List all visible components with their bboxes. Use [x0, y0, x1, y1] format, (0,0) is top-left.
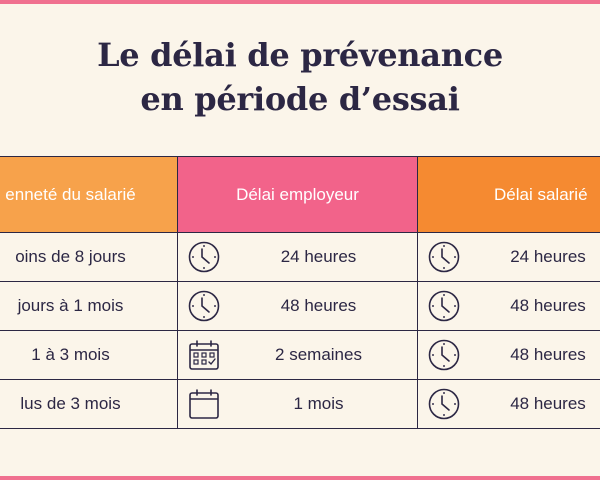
top-border: [0, 0, 600, 4]
clock-icon: [427, 338, 461, 372]
delai-employeur-value: 2 semaines: [275, 345, 362, 364]
anciennete-cell: jours à 1 mois: [17, 296, 124, 315]
title-line-2: en période d’essai: [140, 80, 460, 118]
clock-icon: [187, 240, 221, 274]
delai-employeur-value: 1 mois: [293, 394, 344, 413]
delai-salarie-cell: 24 heures: [417, 233, 600, 281]
delai-salarie-cell: 48 heures: [417, 282, 600, 330]
table-row: oins de 8 jours 24 heures 24 heures: [0, 233, 600, 282]
bottom-border: [0, 476, 600, 480]
header-anciennete: enneté du salarié: [0, 157, 177, 232]
header-delai-employeur: Délai employeur: [177, 157, 417, 232]
clock-icon: [427, 387, 461, 421]
title-line-1: Le délai de prévenance: [97, 36, 503, 74]
table-row: lus de 3 mois 1 mois 48 heures: [0, 380, 600, 428]
delai-employeur-value: 48 heures: [280, 296, 357, 315]
anciennete-cell: oins de 8 jours: [15, 247, 126, 266]
clock-icon: [427, 240, 461, 274]
delai-salarie-value: 48 heures: [510, 345, 586, 364]
delai-salarie-cell: 48 heures: [417, 331, 600, 379]
table-row: 1 à 3 mois 2 semaines: [0, 331, 600, 380]
clock-icon: [427, 289, 461, 323]
delai-salarie-cell: 48 heures: [417, 380, 600, 428]
clock-icon: [187, 289, 221, 323]
delai-employeur-value: 24 heures: [280, 247, 357, 266]
delai-salarie-value: 48 heures: [510, 394, 586, 413]
notice-period-table: enneté du salarié Délai employeur Délai …: [0, 156, 600, 429]
delai-salarie-value: 24 heures: [510, 247, 586, 266]
delai-employeur-cell: 24 heures: [177, 233, 417, 281]
header-delai-salarie: Délai salarié: [417, 157, 600, 232]
delai-employeur-cell: 1 mois: [177, 380, 417, 428]
anciennete-cell: lus de 3 mois: [20, 394, 121, 413]
table-row: jours à 1 mois 48 heures 48 heures: [0, 282, 600, 331]
calendar-check-icon: [187, 338, 221, 372]
delai-employeur-cell: 2 semaines: [177, 331, 417, 379]
anciennete-cell: 1 à 3 mois: [31, 345, 110, 364]
delai-employeur-cell: 48 heures: [177, 282, 417, 330]
page-title: Le délai de prévenance en période d’essa…: [0, 33, 600, 121]
calendar-icon: [187, 387, 221, 421]
table-header-row: enneté du salarié Délai employeur Délai …: [0, 157, 600, 233]
delai-salarie-value: 48 heures: [510, 296, 586, 315]
